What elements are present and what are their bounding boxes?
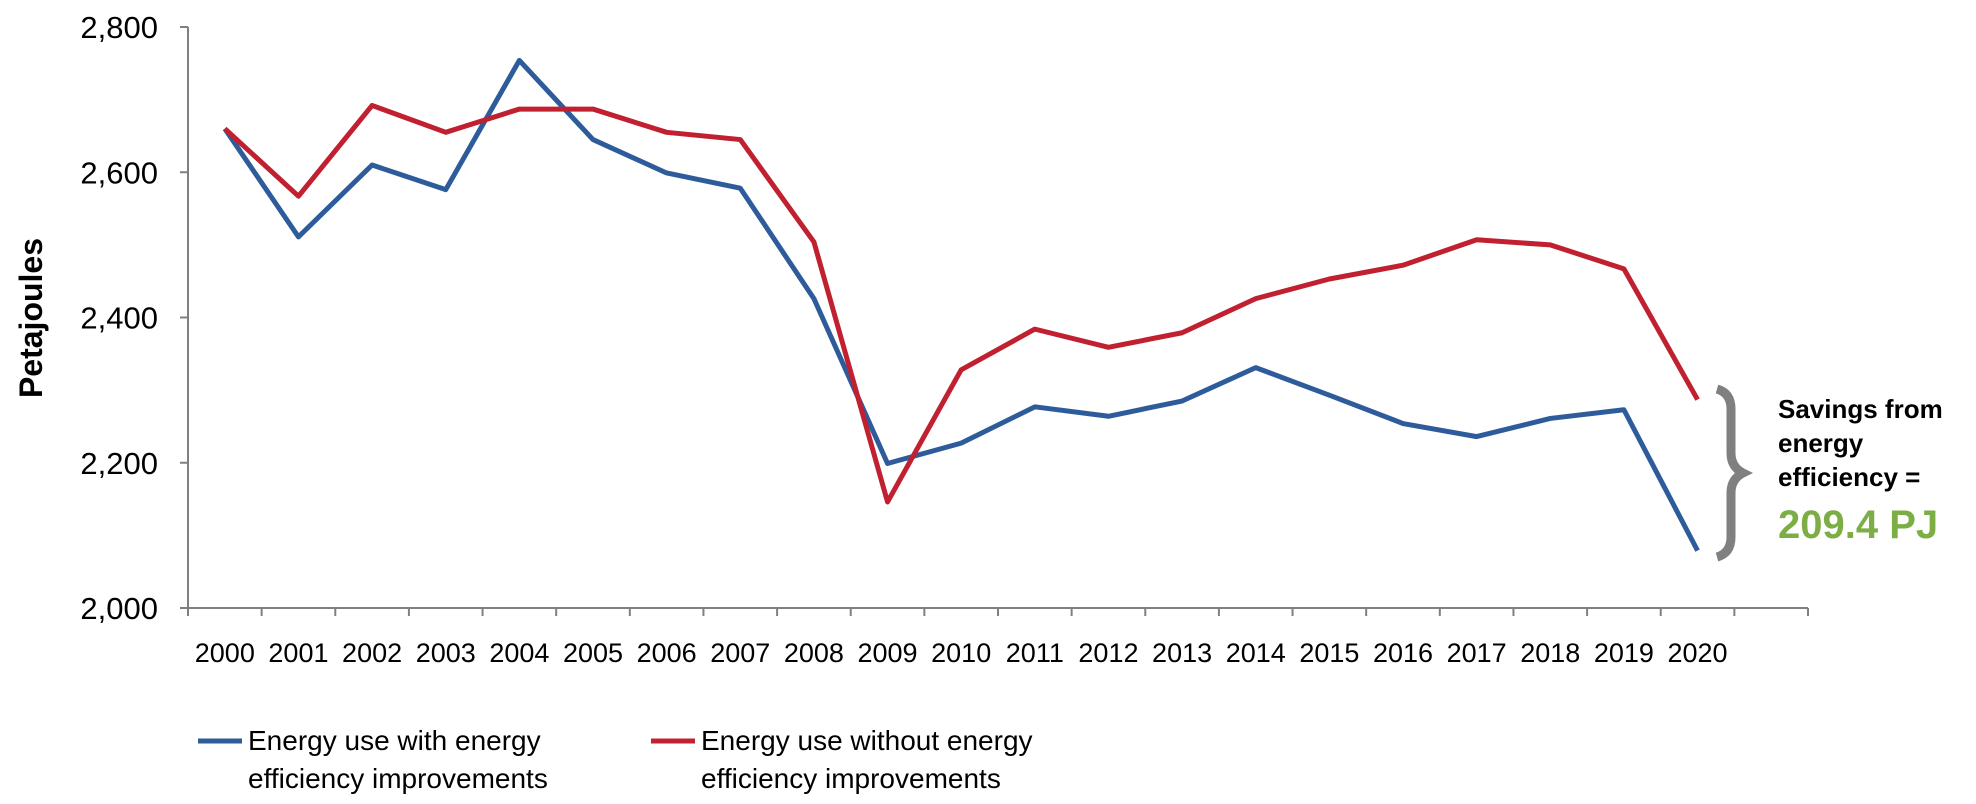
x-tick-label: 2016 — [1373, 638, 1433, 668]
x-tick-label: 2011 — [1006, 638, 1064, 668]
legend-label: Energy use with energy efficiency improv… — [248, 725, 548, 794]
x-tick-label: 2007 — [710, 638, 770, 668]
x-tick-label: 2012 — [1078, 638, 1138, 668]
y-tick-label: 2,400 — [80, 301, 158, 336]
series-line — [222, 57, 1700, 552]
annotation: Savings from energy efficiency = — [1778, 394, 1943, 492]
y-axis-title: Petajoules — [13, 238, 49, 398]
x-tick-label: 2008 — [784, 638, 844, 668]
x-tick-label: 2014 — [1226, 638, 1286, 668]
x-tick-label: 2018 — [1520, 638, 1580, 668]
x-tick-label: 2017 — [1447, 638, 1507, 668]
x-tick-label: 2013 — [1152, 638, 1212, 668]
series-line — [223, 102, 1700, 505]
brace — [1715, 384, 1754, 562]
legend-label: Energy use without energy efficiency imp… — [701, 725, 1033, 794]
y-tick-label: 2,800 — [80, 10, 158, 45]
x-tick-label: 2001 — [268, 638, 328, 668]
x-tick-label: 2009 — [858, 638, 918, 668]
y-tick-label: 2,000 — [80, 591, 158, 626]
y-tick-label: 2,200 — [80, 446, 158, 481]
x-tick-label: 2010 — [931, 638, 991, 668]
x-tick-label: 2019 — [1594, 638, 1654, 668]
x-tick-label: 2020 — [1668, 638, 1728, 668]
x-tick-label: 2004 — [489, 638, 549, 668]
annotation-value: 209.4 PJ — [1778, 503, 1939, 547]
x-tick-label: 2003 — [416, 638, 476, 668]
x-tick-label: 2000 — [195, 638, 255, 668]
y-tick-label: 2,600 — [80, 155, 158, 190]
x-tick-label: 2006 — [637, 638, 697, 668]
x-tick-label: 2015 — [1299, 638, 1359, 668]
x-tick-label: 2002 — [342, 638, 402, 668]
x-tick-label: 2005 — [563, 638, 623, 668]
